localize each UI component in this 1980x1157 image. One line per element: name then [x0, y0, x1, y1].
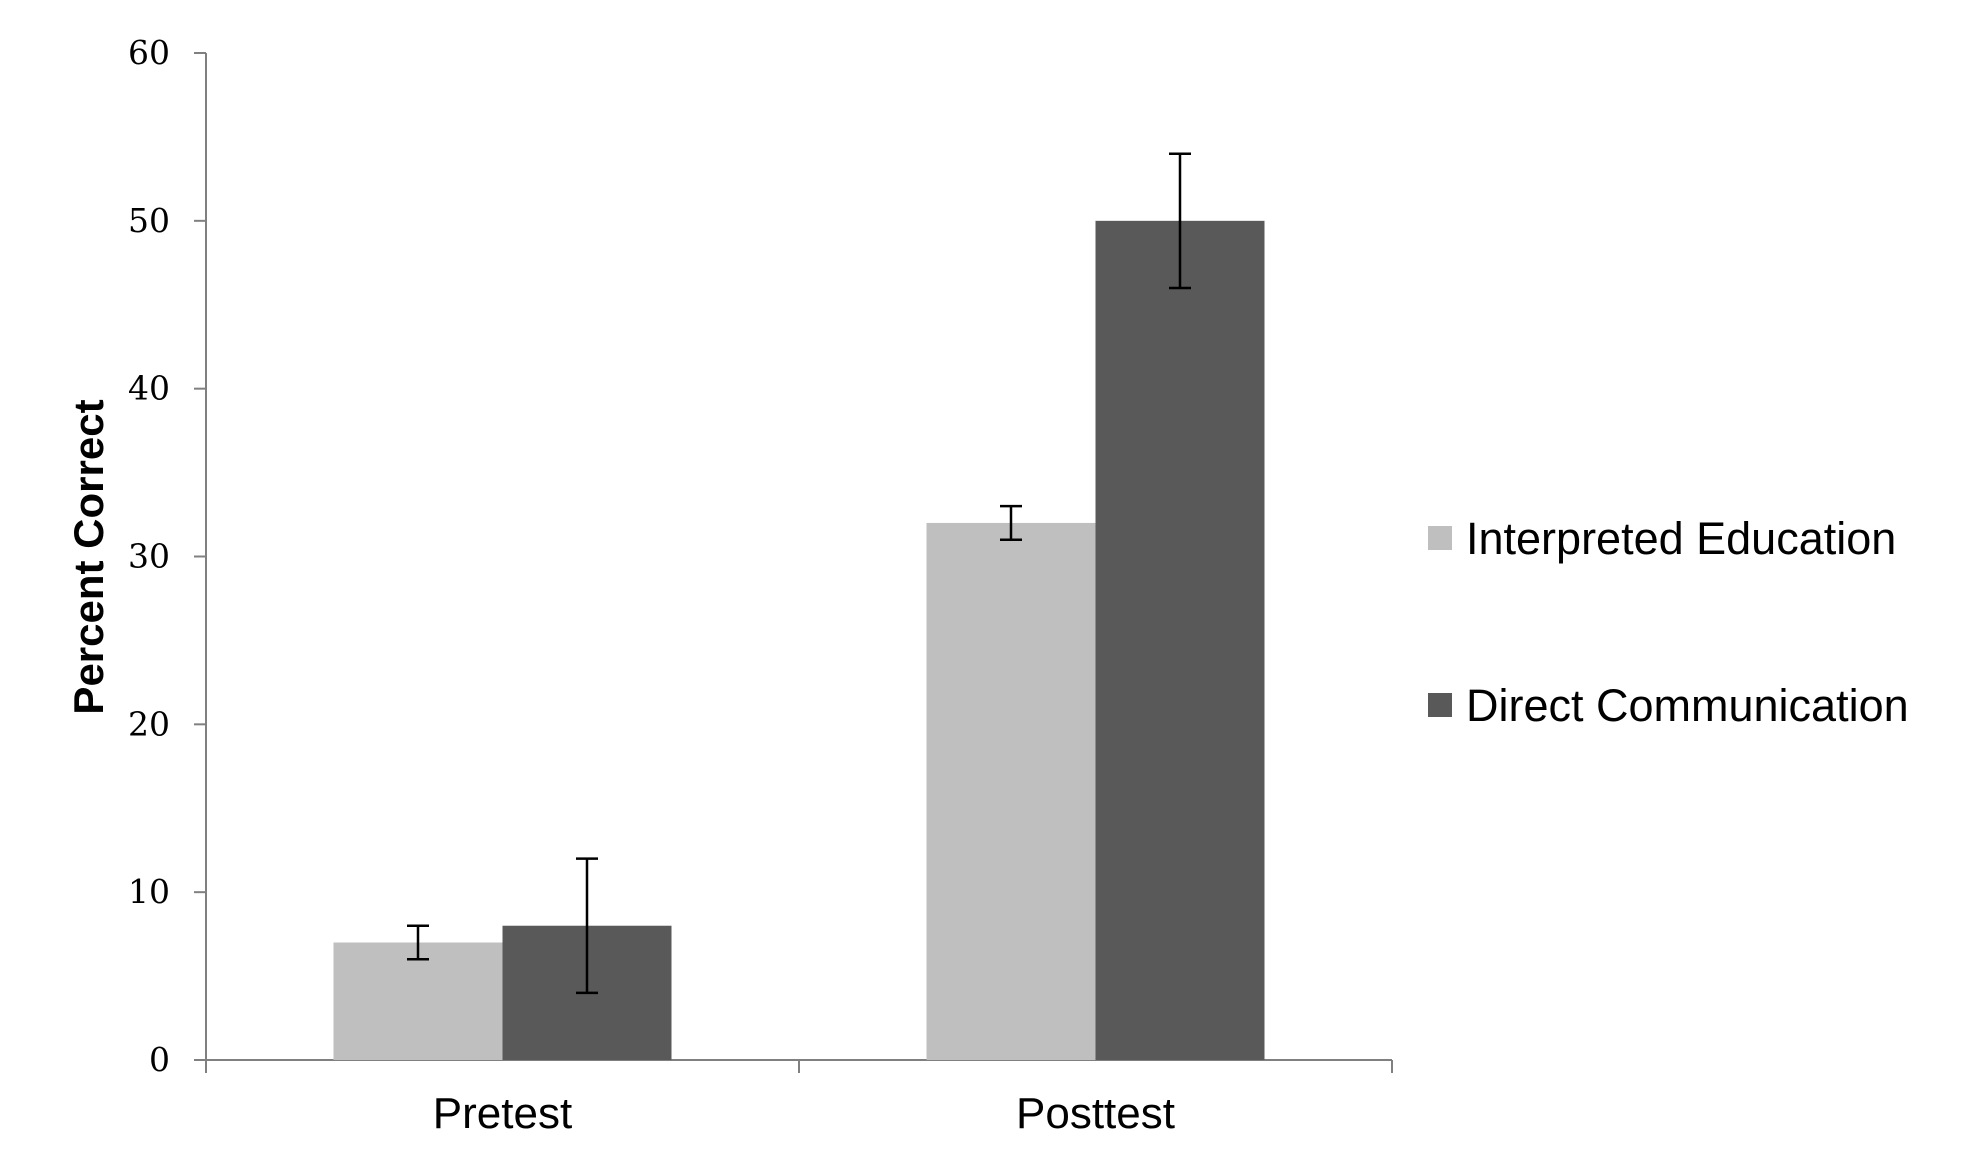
legend-label: Direct Communication: [1466, 680, 1909, 731]
category-label-posttest: Posttest: [1016, 1089, 1175, 1138]
y-tick-label: 40: [128, 369, 170, 408]
legend-item-direct-communication: Direct Communication: [1428, 680, 1909, 731]
error-bar-interpreted-education-posttest: [1000, 504, 1022, 541]
error-bars: [407, 152, 1191, 995]
y-axis: 0 10 20 30 40 50 60: [128, 33, 207, 1079]
y-tick-label: 0: [149, 1040, 170, 1079]
bar-interpreted-education-posttest: [926, 522, 1096, 1060]
error-bar-interpreted-education-pretest: [407, 924, 429, 961]
error-bar-direct-communication-posttest: [1169, 152, 1191, 290]
y-tick-label: 10: [128, 872, 170, 911]
y-tick-label: 30: [128, 537, 170, 576]
legend: Interpreted Education Direct Communicatio…: [1428, 513, 1909, 731]
y-axis-title: Percent Correct: [65, 399, 112, 714]
x-axis: Pretest Posttest: [205, 1059, 1393, 1138]
legend-item-interpreted-education: Interpreted Education: [1428, 513, 1896, 564]
bar-direct-communication-posttest: [1095, 220, 1265, 1061]
y-tick-label: 60: [128, 33, 170, 72]
y-tick-label: 50: [128, 201, 170, 240]
bars: [333, 220, 1265, 1061]
error-bar-direct-communication-pretest: [576, 857, 598, 995]
legend-swatch: [1428, 693, 1452, 717]
legend-label: Interpreted Education: [1466, 513, 1896, 564]
bar-interpreted-education-pretest: [333, 942, 503, 1060]
y-tick-label: 20: [128, 704, 170, 743]
legend-swatch: [1428, 526, 1452, 550]
category-label-pretest: Pretest: [433, 1089, 572, 1138]
